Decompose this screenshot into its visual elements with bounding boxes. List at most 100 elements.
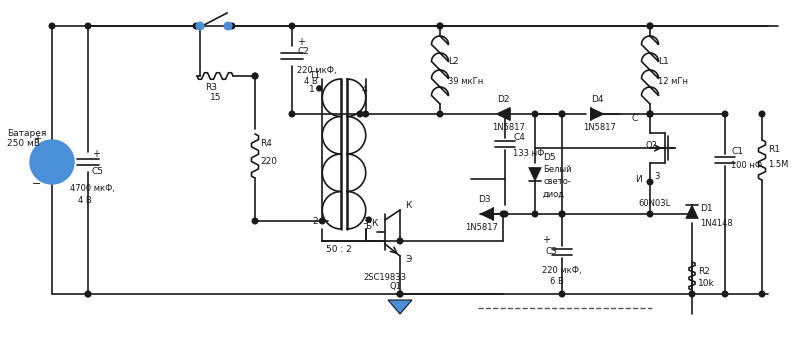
Circle shape	[647, 111, 653, 117]
Text: D5: D5	[543, 153, 555, 162]
Text: 1N5817: 1N5817	[583, 123, 616, 132]
Polygon shape	[590, 108, 604, 120]
Text: T1: T1	[309, 71, 320, 79]
Circle shape	[437, 111, 443, 117]
Text: +: +	[33, 134, 41, 144]
Text: К: К	[371, 219, 377, 228]
Text: 3: 3	[654, 172, 659, 182]
Circle shape	[690, 211, 695, 217]
Text: 220 мкФ,: 220 мкФ,	[297, 65, 336, 75]
Circle shape	[252, 73, 258, 79]
Text: +: +	[542, 235, 550, 245]
Text: 12 мГн: 12 мГн	[658, 76, 688, 86]
Circle shape	[252, 73, 258, 79]
Circle shape	[229, 23, 235, 29]
Circle shape	[532, 211, 538, 217]
Text: R3: R3	[205, 84, 217, 93]
Text: Батарея: Батарея	[7, 129, 46, 139]
Circle shape	[363, 111, 368, 117]
Polygon shape	[686, 205, 698, 218]
Circle shape	[85, 23, 91, 29]
Circle shape	[30, 140, 74, 184]
Text: C: C	[632, 115, 638, 123]
Circle shape	[85, 291, 91, 297]
Text: К: К	[405, 202, 411, 211]
Text: 3: 3	[362, 216, 368, 226]
Circle shape	[690, 291, 695, 297]
Text: 4: 4	[362, 85, 368, 94]
Text: L2: L2	[448, 56, 459, 65]
Text: 100 нФ: 100 нФ	[731, 161, 762, 171]
Circle shape	[759, 291, 765, 297]
Text: D1: D1	[700, 204, 713, 214]
Circle shape	[366, 217, 372, 222]
Circle shape	[397, 291, 403, 297]
Polygon shape	[529, 168, 541, 181]
Text: И: И	[635, 175, 642, 184]
Text: +: +	[297, 37, 305, 47]
Circle shape	[647, 23, 653, 29]
Circle shape	[559, 211, 565, 217]
Text: 4 В: 4 В	[304, 77, 318, 86]
Text: Q2: Q2	[646, 141, 658, 150]
Text: C1: C1	[731, 148, 743, 157]
Circle shape	[225, 22, 232, 30]
Text: 1: 1	[309, 85, 315, 94]
Text: D2: D2	[497, 96, 510, 105]
Text: 250 мВ: 250 мВ	[7, 140, 40, 149]
Circle shape	[50, 23, 55, 29]
Circle shape	[252, 218, 258, 224]
Text: 1N4148: 1N4148	[700, 219, 733, 228]
Circle shape	[397, 291, 403, 297]
Text: R1: R1	[768, 146, 780, 154]
Circle shape	[316, 86, 322, 91]
Circle shape	[532, 111, 538, 117]
Text: свето-: свето-	[543, 178, 570, 186]
Text: Э: Э	[405, 256, 411, 265]
Text: C5: C5	[92, 168, 104, 176]
Text: 50 : 2: 50 : 2	[326, 245, 352, 254]
Text: 1.5M: 1.5M	[768, 161, 789, 170]
Text: 39 мкГн: 39 мкГн	[448, 76, 483, 86]
Circle shape	[289, 23, 295, 29]
Circle shape	[85, 291, 91, 297]
Circle shape	[759, 111, 765, 117]
Circle shape	[722, 291, 728, 297]
Text: C4: C4	[513, 133, 525, 142]
Circle shape	[320, 218, 325, 224]
Text: 60N03L: 60N03L	[638, 200, 670, 208]
Text: 15: 15	[210, 94, 221, 103]
Text: R2: R2	[698, 267, 710, 276]
Circle shape	[437, 23, 443, 29]
Circle shape	[289, 111, 295, 117]
Circle shape	[559, 291, 565, 297]
Text: Белый: Белый	[543, 165, 571, 174]
Text: Q1: Q1	[390, 282, 402, 291]
Text: 2: 2	[312, 216, 318, 226]
Text: L1: L1	[658, 56, 669, 65]
Circle shape	[500, 211, 506, 217]
Text: Б: Б	[365, 223, 371, 232]
Text: 4700 мкФ,: 4700 мкФ,	[70, 184, 115, 193]
Text: диод: диод	[543, 190, 565, 198]
Circle shape	[437, 23, 443, 29]
Text: 10k: 10k	[698, 279, 715, 289]
Text: D3: D3	[478, 195, 491, 204]
Circle shape	[647, 211, 653, 217]
Text: 1N5817: 1N5817	[492, 123, 525, 132]
Text: 2SC19833: 2SC19833	[363, 272, 406, 281]
Circle shape	[197, 22, 204, 30]
Text: C2: C2	[297, 47, 309, 56]
Circle shape	[503, 111, 508, 117]
Text: 1N5817: 1N5817	[465, 224, 498, 233]
Text: −: −	[32, 179, 42, 189]
Text: 220: 220	[260, 158, 277, 166]
Circle shape	[559, 211, 565, 217]
Circle shape	[647, 111, 653, 117]
Circle shape	[722, 111, 728, 117]
Circle shape	[647, 179, 653, 185]
Circle shape	[193, 23, 199, 29]
Polygon shape	[388, 300, 412, 314]
Text: R4: R4	[260, 140, 272, 149]
Circle shape	[559, 111, 565, 117]
